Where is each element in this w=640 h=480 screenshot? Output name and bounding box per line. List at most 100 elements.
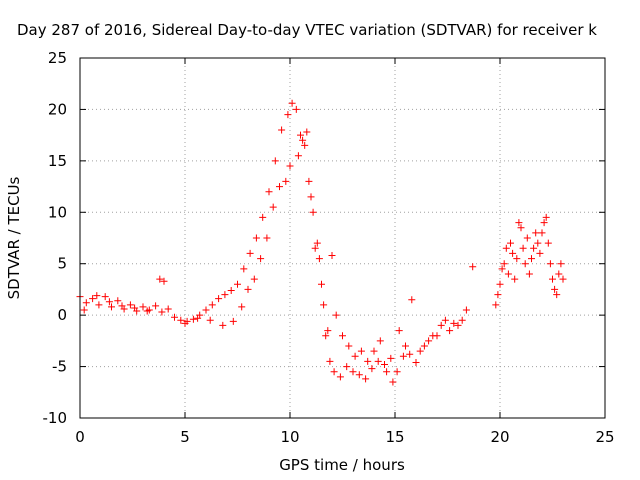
data-point xyxy=(530,244,538,252)
data-point xyxy=(286,162,294,170)
data-point xyxy=(441,316,449,324)
data-point xyxy=(240,265,248,273)
data-point xyxy=(381,361,388,369)
data-point xyxy=(250,275,258,283)
x-tick-label: 15 xyxy=(385,428,404,446)
data-point xyxy=(126,301,134,309)
data-point xyxy=(305,177,313,185)
data-point xyxy=(349,368,357,376)
data-point xyxy=(357,347,365,355)
data-point xyxy=(376,337,384,345)
data-point xyxy=(330,368,338,376)
x-tick-labels: 0 5 10 15 20 25 xyxy=(75,428,614,446)
data-point xyxy=(229,317,237,325)
data-point xyxy=(82,299,90,307)
data-point xyxy=(315,255,323,263)
data-point xyxy=(433,332,441,340)
data-point xyxy=(494,291,502,299)
data-point xyxy=(158,308,166,316)
data-point xyxy=(536,249,544,257)
data-point xyxy=(313,239,321,247)
data-point xyxy=(311,244,319,252)
data-point xyxy=(139,303,147,311)
data-point xyxy=(263,234,271,242)
data-point xyxy=(549,275,556,283)
data-point xyxy=(395,327,403,335)
grid xyxy=(80,58,605,418)
x-tick-label: 0 xyxy=(75,428,85,446)
data-point xyxy=(181,319,189,327)
data-point xyxy=(454,321,462,329)
data-point xyxy=(399,352,407,360)
data-point xyxy=(504,270,512,278)
data-point xyxy=(498,265,506,273)
data-point xyxy=(303,128,311,136)
data-point xyxy=(171,313,178,321)
y-tick-label: 10 xyxy=(48,203,67,221)
data-point xyxy=(339,332,346,340)
data-point xyxy=(534,239,542,247)
y-tick-label: 0 xyxy=(57,306,67,324)
data-point xyxy=(496,280,504,288)
x-axis-label: GPS time / hours xyxy=(279,456,405,474)
data-point xyxy=(551,285,559,293)
y-tick-label: -10 xyxy=(43,409,68,427)
x-tick-label: 20 xyxy=(490,428,509,446)
data-point xyxy=(131,304,139,312)
data-point xyxy=(336,373,344,381)
y-tick-labels: -10 -5 0 5 10 15 20 25 xyxy=(43,49,68,427)
data-point xyxy=(523,234,531,242)
data-point xyxy=(500,260,508,268)
data-point xyxy=(194,314,202,322)
data-point xyxy=(297,131,304,139)
data-point xyxy=(80,306,88,314)
data-point xyxy=(555,270,563,278)
data-point xyxy=(101,293,109,301)
data-point xyxy=(299,136,307,144)
y-tick-label: 15 xyxy=(48,152,67,170)
data-point xyxy=(215,295,223,303)
data-point xyxy=(450,319,458,327)
data-point xyxy=(164,305,172,313)
data-point xyxy=(328,251,336,259)
data-point xyxy=(143,307,151,315)
plot-frame xyxy=(79,57,606,419)
y-tick-label: 25 xyxy=(48,49,67,67)
data-point xyxy=(219,321,227,329)
data-point xyxy=(189,315,197,323)
data-point xyxy=(108,303,115,311)
data-point xyxy=(345,342,353,350)
data-point xyxy=(420,342,428,350)
data-point xyxy=(318,280,325,288)
y-tick-label: -5 xyxy=(52,358,67,376)
data-point xyxy=(546,260,554,268)
data-point xyxy=(393,368,401,376)
data-point xyxy=(553,291,561,299)
data-point xyxy=(278,126,286,134)
x-tick-label: 25 xyxy=(595,428,614,446)
data-point xyxy=(462,306,470,314)
data-point xyxy=(322,332,330,340)
data-point xyxy=(525,270,533,278)
data-point xyxy=(542,213,550,221)
data-point xyxy=(320,301,328,309)
data-point xyxy=(95,301,103,309)
data-point xyxy=(370,347,378,355)
chart-title: Day 287 of 2016, Sidereal Day-to-day VTE… xyxy=(17,21,597,39)
data-point xyxy=(446,327,454,335)
data-point xyxy=(326,357,334,365)
data-point xyxy=(389,378,397,386)
data-point xyxy=(234,280,241,288)
data-point xyxy=(559,275,567,283)
data-point xyxy=(152,302,160,310)
data-point xyxy=(502,244,510,252)
data-point xyxy=(515,219,523,227)
data-point xyxy=(259,213,267,221)
data-point xyxy=(540,219,548,227)
data-point xyxy=(519,244,527,252)
data-point xyxy=(105,298,113,306)
y-tick-label: 20 xyxy=(48,100,67,118)
data-point xyxy=(507,239,514,247)
data-point xyxy=(282,177,290,185)
